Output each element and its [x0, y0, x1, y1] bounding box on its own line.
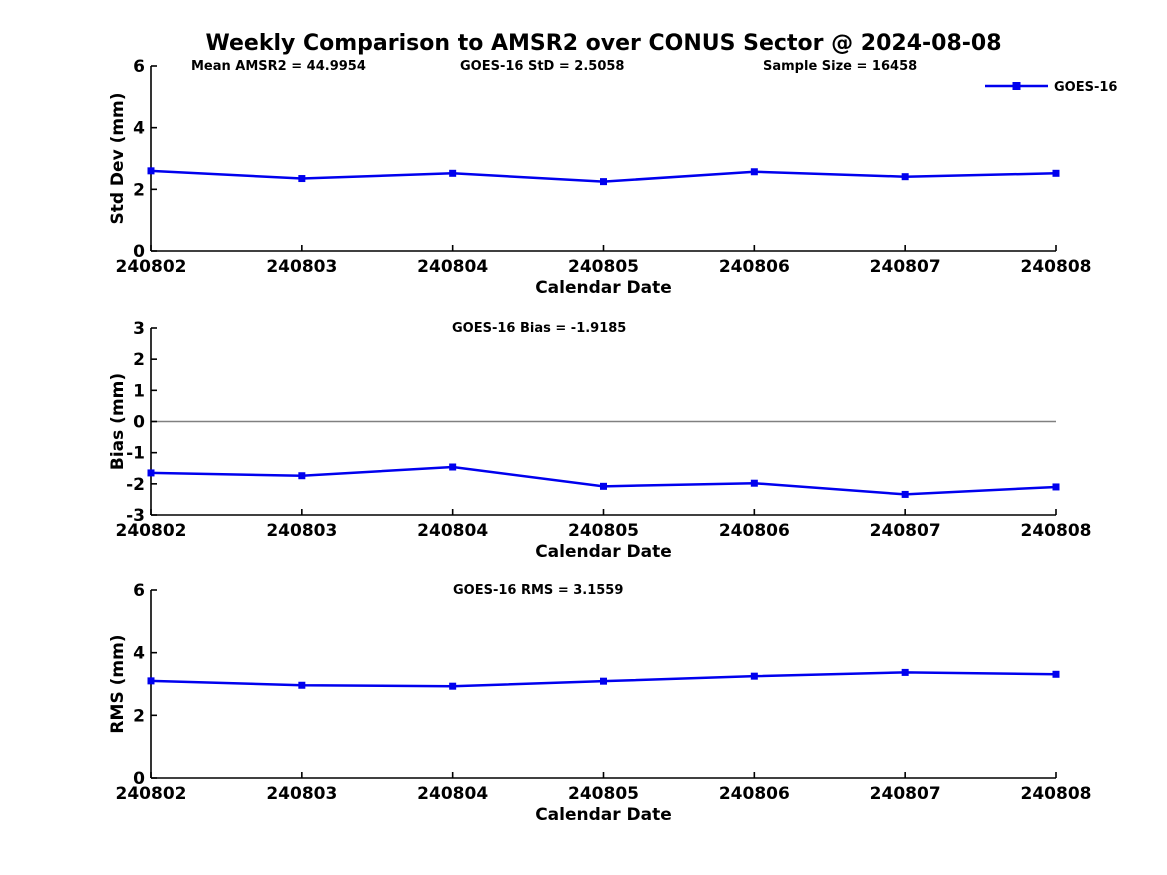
x-axis-label: Calendar Date — [535, 542, 672, 562]
x-tick-label: 240803 — [266, 784, 337, 804]
y-axis-label: Bias (mm) — [108, 373, 128, 470]
data-point-marker — [750, 672, 758, 680]
data-point-marker — [750, 168, 758, 176]
y-tick-label: 3 — [133, 319, 145, 339]
x-tick-label: 240805 — [568, 257, 639, 277]
x-tick-label: 240806 — [719, 521, 790, 541]
data-point-marker — [600, 482, 607, 490]
x-tick-label: 240808 — [1021, 257, 1092, 277]
subplot-bias: -3 -2 -1 0 1 2 3 240802 240803 240804 240805 240806… — [108, 319, 1091, 562]
y-tick-label: 0 — [133, 242, 145, 262]
data-point-marker — [298, 175, 306, 183]
x-tick-label: 240805 — [568, 521, 639, 541]
y-tick-label: -1 — [126, 444, 145, 464]
x-tick-label: 240802 — [116, 257, 187, 277]
y-tick-label: 2 — [133, 350, 145, 370]
y-tick-label: -3 — [126, 506, 145, 526]
subplot-stddev: 0 2 4 6 240802 240803 240804 240805 240806 240807… — [108, 57, 1117, 298]
x-tick-label: 240804 — [417, 784, 488, 804]
data-point-marker — [449, 682, 457, 690]
y-tick-label: 4 — [133, 119, 145, 139]
x-tick-label: 240804 — [417, 521, 488, 541]
x-tick-label: 240808 — [1021, 784, 1092, 804]
x-tick-label: 240808 — [1021, 521, 1092, 541]
y-tick-label: 4 — [133, 644, 145, 664]
y-tick-label: 2 — [133, 180, 145, 200]
annotation: Mean AMSR2 = 44.9954 — [191, 59, 366, 74]
x-tick-label: 240803 — [266, 257, 337, 277]
x-tick-label: 240807 — [870, 257, 941, 277]
x-tick-label: 240806 — [719, 257, 790, 277]
data-point-marker — [147, 167, 155, 175]
data-point-marker — [901, 490, 909, 498]
data-point-marker — [600, 178, 607, 186]
x-tick-label: 240805 — [568, 784, 639, 804]
data-point-marker — [1052, 169, 1060, 177]
x-tick-label: 240807 — [870, 521, 941, 541]
y-tick-label: 2 — [133, 706, 145, 726]
data-point-marker — [298, 472, 306, 480]
data-point-marker — [750, 479, 758, 487]
data-point-marker — [901, 173, 909, 181]
y-tick-label: 0 — [133, 413, 145, 433]
x-axis-label: Calendar Date — [535, 278, 672, 298]
annotation: GOES-16 StD = 2.5058 — [460, 59, 624, 74]
data-point-marker — [449, 463, 457, 471]
y-axis-label: Std Dev (mm) — [108, 92, 128, 224]
x-axis-label: Calendar Date — [535, 805, 672, 825]
annotation: GOES-16 RMS = 3.1559 — [453, 583, 623, 598]
data-point-marker — [1052, 670, 1060, 678]
x-tick-label: 240802 — [116, 784, 187, 804]
x-tick-label: 240806 — [719, 784, 790, 804]
data-point-marker — [449, 169, 457, 177]
data-point-marker — [147, 469, 155, 477]
y-tick-label: -2 — [126, 475, 145, 495]
legend-label: GOES-16 — [1054, 80, 1117, 95]
legend: GOES-16 — [985, 80, 1117, 95]
data-point-marker — [600, 677, 607, 685]
subplot-rms: 0 2 4 6 240802 240803 240804 240805 240806 240807… — [108, 581, 1091, 825]
y-tick-label: 6 — [133, 57, 145, 77]
data-point-marker — [147, 677, 155, 685]
x-tick-label: 240804 — [417, 257, 488, 277]
legend-marker-sample — [1012, 82, 1021, 90]
data-line — [150, 465, 1057, 496]
x-tick-label: 240807 — [870, 784, 941, 804]
data-point-marker — [901, 668, 909, 676]
y-axis-label: RMS (mm) — [108, 634, 128, 733]
annotation: Sample Size = 16458 — [763, 59, 917, 74]
data-point-marker — [1052, 483, 1060, 491]
annotation: GOES-16 Bias = -1.9185 — [452, 321, 626, 336]
data-point-marker — [298, 681, 306, 689]
x-tick-label: 240802 — [116, 521, 187, 541]
y-tick-label: 1 — [133, 381, 145, 401]
x-tick-label: 240803 — [266, 521, 337, 541]
y-tick-label: 0 — [133, 769, 145, 789]
y-tick-label: 6 — [133, 581, 145, 601]
figure-title: Weekly Comparison to AMSR2 over CONUS Se… — [205, 31, 1002, 56]
